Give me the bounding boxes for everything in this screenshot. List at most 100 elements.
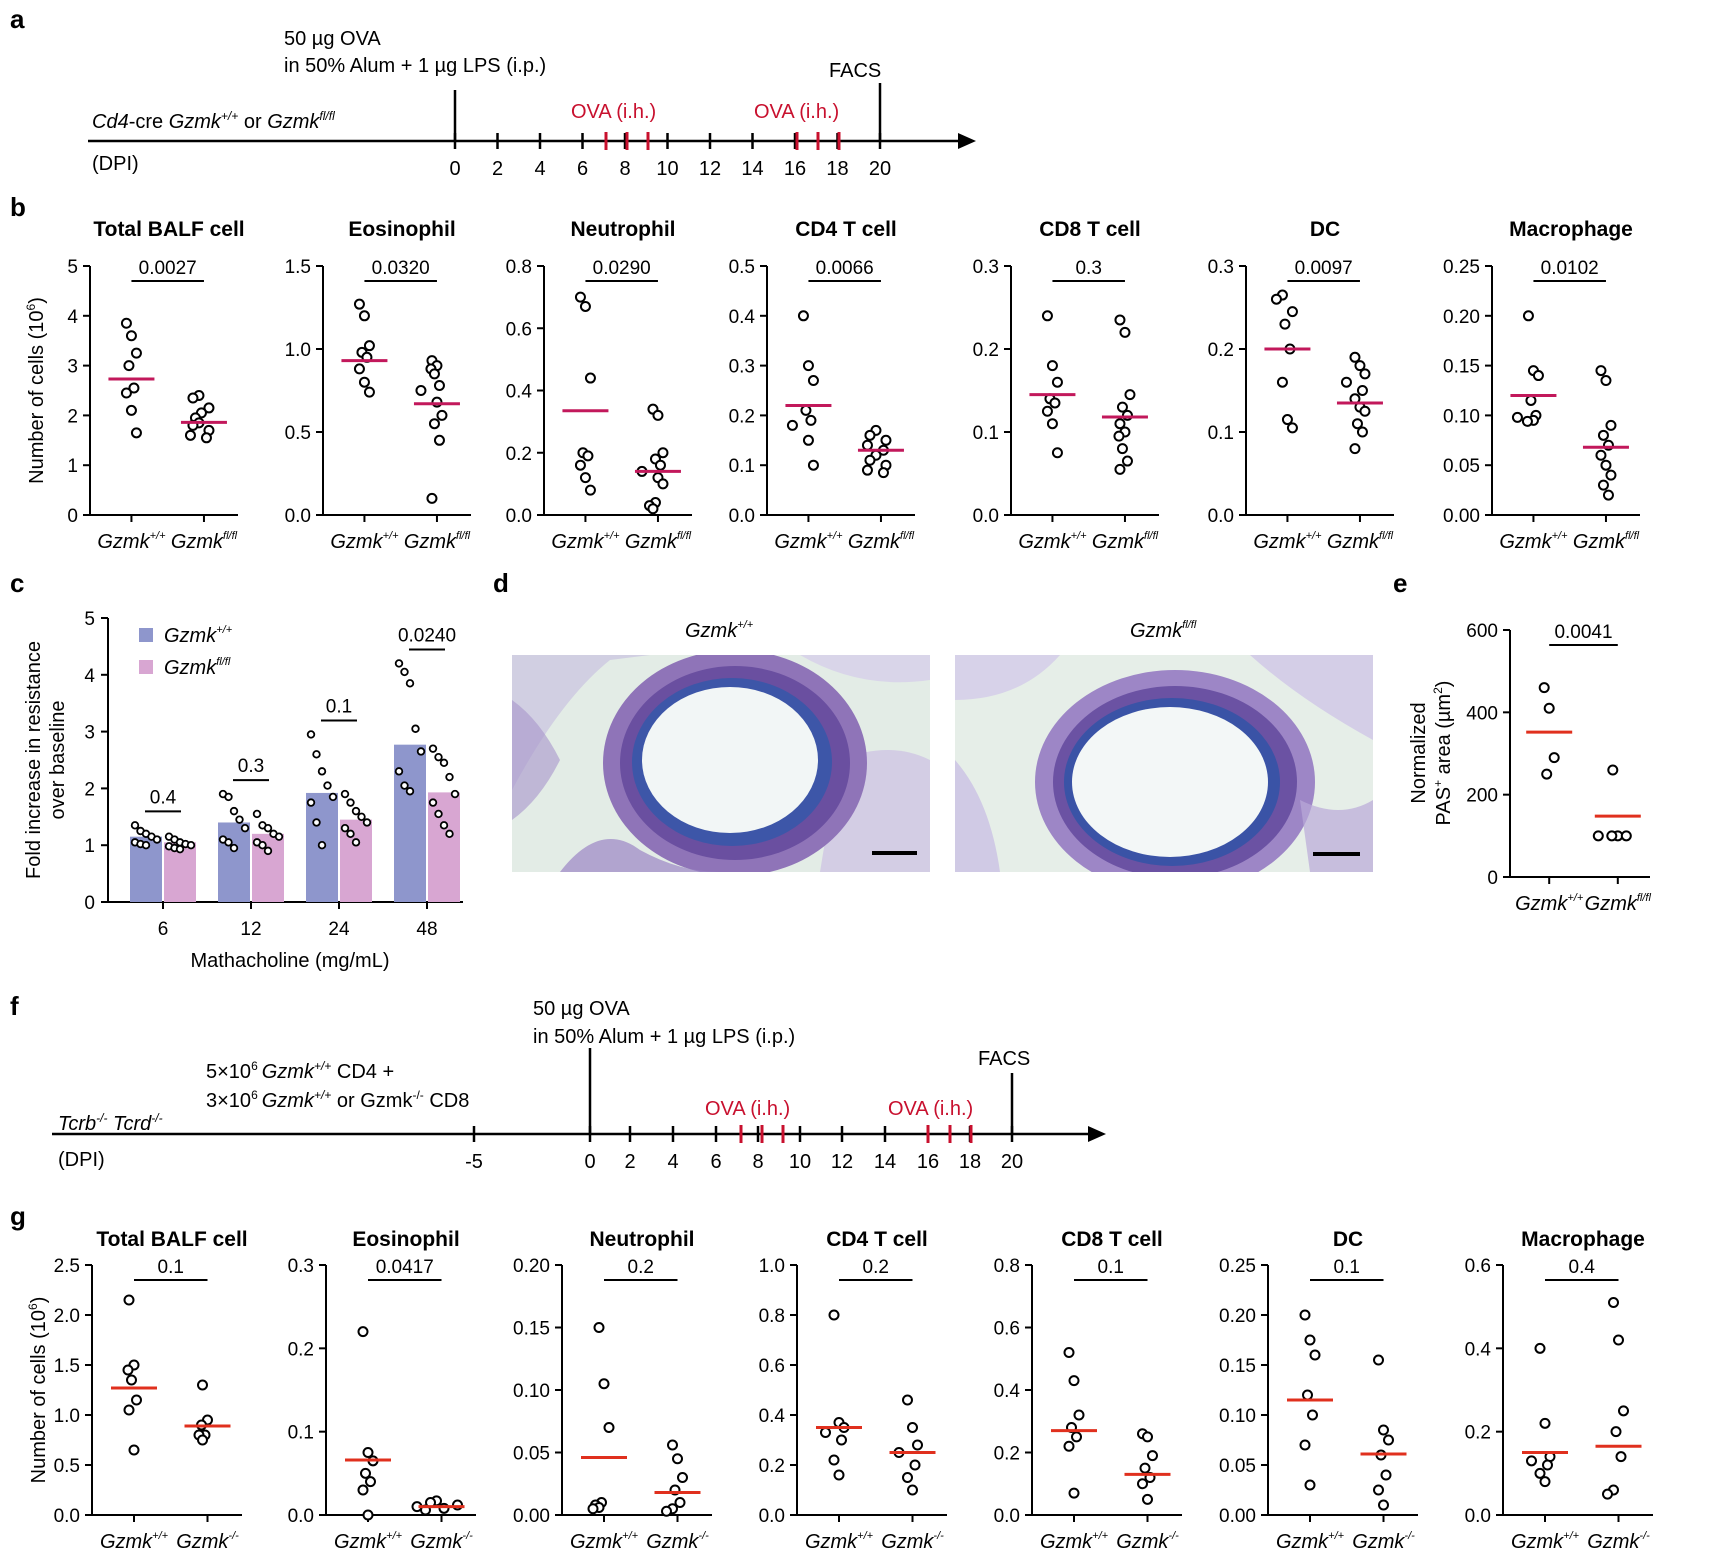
data-point: [125, 404, 137, 416]
data-point: [203, 402, 215, 414]
data-point: [1124, 389, 1136, 401]
data-point: [1605, 419, 1617, 431]
group-sup: +/+: [1092, 1530, 1108, 1542]
data-point: [1119, 326, 1131, 338]
y-tick-label: 0.0: [994, 1506, 1020, 1527]
data-point: [200, 432, 212, 444]
c-data-point: [130, 821, 140, 830]
data-point: [654, 459, 666, 471]
c-data-point: [240, 823, 250, 833]
c-legend-swatch: [139, 660, 153, 674]
c-data-point: [229, 806, 239, 816]
data-point: [433, 380, 445, 392]
group-gene: Gzmk: [805, 1531, 858, 1553]
c-legend-swatch: [139, 628, 153, 642]
data-point: [807, 375, 819, 387]
timeline-arrowhead: [958, 133, 976, 149]
data-point: [353, 363, 365, 375]
data-point: [1340, 376, 1352, 388]
legend-gene: Gzmk: [164, 657, 217, 679]
data-point: [902, 1394, 913, 1406]
y-tick-label: 0.3: [288, 1256, 314, 1277]
data-point: [1068, 1375, 1080, 1387]
data-point: [1142, 1431, 1153, 1443]
c-data-point: [306, 730, 316, 739]
data-point: [1615, 1451, 1627, 1463]
c-data-point: [258, 841, 267, 850]
data-point: [436, 409, 448, 421]
p-value: 0.0097: [1295, 258, 1353, 279]
c-data-point: [351, 806, 361, 816]
plot-title: CD4 T cell: [826, 1228, 928, 1251]
data-point: [1538, 682, 1550, 694]
c-data-point: [141, 841, 151, 850]
data-point: [1142, 1493, 1153, 1505]
group-sup: +/+: [1071, 530, 1087, 542]
data-point: [360, 1467, 371, 1479]
histology-image-right: [955, 655, 1373, 872]
data-point: [1356, 426, 1368, 438]
data-point: [1063, 1440, 1075, 1452]
y-tick-label: 0.20: [513, 1256, 550, 1277]
c-y-tick-label: 3: [84, 723, 95, 744]
timeline-tick-label: 2: [624, 1151, 635, 1173]
y-tick-label: 0.2: [994, 1444, 1020, 1465]
y-tick-label: 0.20: [1443, 307, 1480, 328]
c-data-point: [351, 838, 361, 847]
data-point: [362, 1447, 374, 1458]
c-bar: [428, 792, 460, 902]
y-tick-label: 0.0: [973, 506, 999, 527]
timeline-a-ova-2: OVA (i.h.): [754, 101, 839, 123]
group-gene: Gzmk: [410, 1531, 463, 1553]
timeline-a-mouse-label: Cd4-cre Gzmk+/+ or Gzmkfl/fl: [92, 109, 335, 133]
p-value: 0.0027: [139, 258, 197, 279]
y-tick-label: 0.15: [513, 1319, 550, 1340]
timeline-a: 50 µg OVA in 50% Alum + 1 µg LPS (i.p.) …: [88, 28, 976, 180]
timeline-a-injection-line2: in 50% Alum + 1 µg LPS (i.p.): [284, 55, 546, 77]
c-data-point: [445, 829, 454, 839]
y-tick-label: 0.0: [1465, 1506, 1491, 1527]
data-point: [907, 1422, 918, 1433]
group-gene: Gzmk: [551, 531, 604, 553]
histology-left-sup: +/+: [737, 619, 753, 631]
data-point: [1521, 415, 1533, 427]
plot-b-6: 0.000.050.100.150.200.25MacrophageGzmk+/…: [1443, 218, 1640, 553]
data-point: [197, 1379, 208, 1391]
c-data-point: [317, 841, 327, 850]
data-point: [1597, 479, 1609, 491]
transfer2-b: or Gzmk: [331, 1090, 413, 1112]
y-tick-label: 0.8: [994, 1256, 1020, 1277]
c-data-point: [400, 667, 409, 677]
data-point: [1113, 430, 1125, 442]
plot-title: Macrophage: [1509, 218, 1633, 241]
histology-left-gene: Gzmk: [685, 620, 738, 642]
group-sup: +/+: [150, 530, 166, 542]
data-point: [574, 291, 586, 303]
c-data-point: [235, 815, 244, 824]
y-tick-label: 0.1: [729, 456, 755, 477]
group-sup: -/-: [1168, 1530, 1179, 1542]
c-y-tick-label: 2: [84, 779, 95, 800]
timeline-f-ova-1: OVA (i.h.): [705, 1098, 790, 1120]
data-point: [880, 434, 892, 446]
data-point: [1592, 830, 1604, 842]
group-sup: +/+: [827, 530, 843, 542]
data-point: [1279, 318, 1291, 330]
y-tick-label: 0.10: [513, 1381, 550, 1402]
c-category-label: 48: [416, 919, 437, 940]
timeline-a-gene: Gzmk: [169, 111, 222, 133]
c-data-point: [175, 844, 185, 854]
data-point: [861, 464, 873, 476]
group-label: Gzmk-/-: [1587, 1530, 1650, 1553]
group-sup: fl/fl: [223, 530, 238, 542]
data-point: [1114, 314, 1126, 326]
data-point: [1543, 702, 1555, 714]
panel-label-b: b: [10, 192, 26, 222]
p-value: 0.0320: [372, 258, 430, 279]
y-axis-label-part: 6: [24, 303, 38, 310]
timeline-tick-label: 16: [917, 1151, 939, 1173]
y-tick-label: 1.5: [54, 1356, 80, 1377]
group-label: Gzmk+/+: [1018, 530, 1087, 553]
